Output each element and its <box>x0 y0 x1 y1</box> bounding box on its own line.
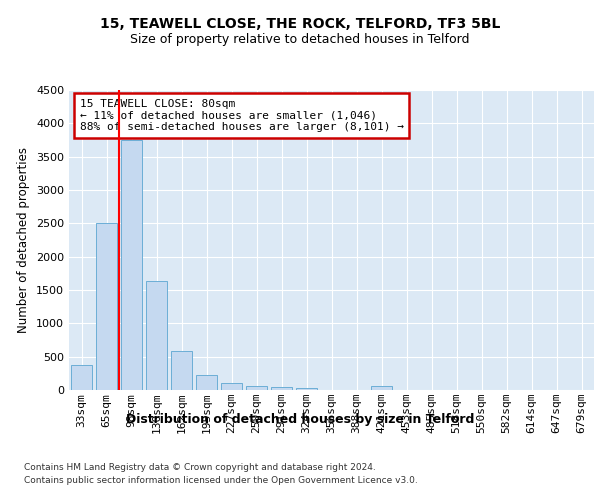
Text: Distribution of detached houses by size in Telford: Distribution of detached houses by size … <box>126 412 474 426</box>
Text: Contains HM Land Registry data © Crown copyright and database right 2024.: Contains HM Land Registry data © Crown c… <box>24 462 376 471</box>
Bar <box>196 374 217 390</box>
Bar <box>96 224 117 390</box>
Bar <box>371 386 392 390</box>
Text: 15, TEAWELL CLOSE, THE ROCK, TELFORD, TF3 5BL: 15, TEAWELL CLOSE, THE ROCK, TELFORD, TF… <box>100 18 500 32</box>
Bar <box>296 388 317 390</box>
Bar <box>221 382 242 390</box>
Text: Size of property relative to detached houses in Telford: Size of property relative to detached ho… <box>130 32 470 46</box>
Text: 15 TEAWELL CLOSE: 80sqm
← 11% of detached houses are smaller (1,046)
88% of semi: 15 TEAWELL CLOSE: 80sqm ← 11% of detache… <box>79 99 404 132</box>
Bar <box>246 386 267 390</box>
Bar <box>146 280 167 390</box>
Bar <box>271 387 292 390</box>
Text: Contains public sector information licensed under the Open Government Licence v3: Contains public sector information licen… <box>24 476 418 485</box>
Y-axis label: Number of detached properties: Number of detached properties <box>17 147 31 333</box>
Bar <box>71 366 92 390</box>
Bar <box>121 140 142 390</box>
Bar <box>171 350 192 390</box>
